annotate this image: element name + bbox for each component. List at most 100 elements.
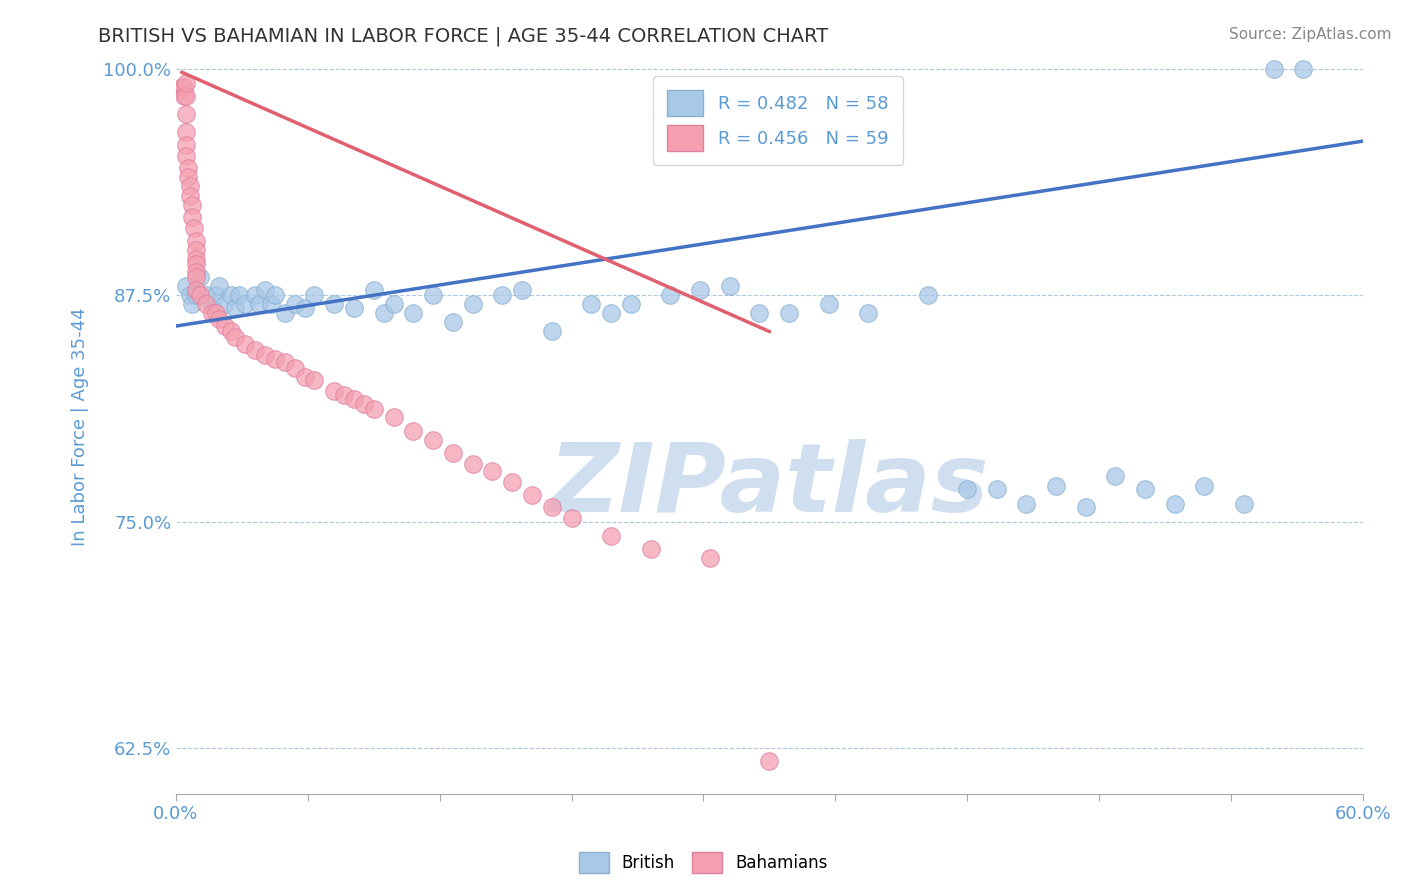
Point: [363, 402, 385, 417]
Point: [180, 197, 202, 211]
Point: [184, 252, 207, 266]
Point: [200, 297, 222, 311]
Point: [184, 265, 207, 279]
Point: [188, 288, 211, 302]
Point: [402, 306, 425, 320]
Point: [856, 306, 879, 320]
Point: [1074, 500, 1097, 515]
Point: [170, 79, 193, 94]
Point: [353, 397, 375, 411]
Point: [188, 270, 211, 285]
Point: [422, 288, 444, 302]
Text: ZIPatlas: ZIPatlas: [548, 439, 990, 532]
Point: [481, 464, 503, 478]
Point: [228, 288, 250, 302]
Point: [214, 297, 236, 311]
Point: [174, 125, 197, 139]
Point: [179, 288, 201, 302]
Point: [184, 270, 207, 285]
Point: [373, 306, 395, 320]
Point: [184, 243, 207, 257]
Point: [184, 234, 207, 248]
Text: Source: ZipAtlas.com: Source: ZipAtlas.com: [1229, 27, 1392, 42]
Point: [174, 279, 197, 293]
Point: [174, 137, 197, 152]
Point: [540, 325, 562, 339]
Point: [253, 283, 276, 297]
Point: [1015, 497, 1038, 511]
Point: [208, 311, 231, 326]
Point: [540, 500, 562, 515]
Point: [422, 434, 444, 448]
Point: [581, 297, 603, 311]
Point: [184, 257, 207, 271]
Point: [560, 511, 582, 525]
Point: [224, 301, 246, 315]
Point: [180, 297, 202, 311]
Point: [274, 355, 297, 369]
Point: [659, 288, 682, 302]
Point: [174, 76, 197, 90]
Point: [177, 161, 200, 176]
Point: [183, 221, 205, 235]
Point: [304, 288, 326, 302]
Point: [294, 301, 316, 315]
Point: [520, 487, 543, 501]
Y-axis label: In Labor Force | Age 35-44: In Labor Force | Age 35-44: [72, 308, 89, 546]
Point: [294, 369, 316, 384]
Point: [817, 297, 839, 311]
Point: [1233, 497, 1256, 511]
Point: [491, 288, 513, 302]
Point: [748, 306, 770, 320]
Point: [184, 288, 207, 302]
Point: [402, 424, 425, 438]
Point: [917, 288, 939, 302]
Point: [179, 188, 201, 202]
Legend: R = 0.482   N = 58, R = 0.456   N = 59: R = 0.482 N = 58, R = 0.456 N = 59: [652, 76, 903, 165]
Point: [1133, 482, 1156, 496]
Point: [382, 409, 405, 424]
Point: [184, 283, 207, 297]
Point: [174, 149, 197, 163]
Point: [233, 297, 256, 311]
Point: [221, 288, 243, 302]
Point: [323, 297, 346, 311]
Point: [284, 297, 307, 311]
Point: [304, 373, 326, 387]
Point: [204, 288, 226, 302]
Point: [323, 384, 346, 399]
Point: [441, 315, 464, 329]
Point: [170, 83, 193, 97]
Point: [174, 88, 197, 103]
Point: [208, 279, 231, 293]
Point: [284, 360, 307, 375]
Point: [177, 170, 200, 185]
Point: [699, 551, 721, 566]
Point: [956, 482, 979, 496]
Point: [1194, 478, 1216, 492]
Point: [600, 306, 623, 320]
Point: [461, 457, 484, 471]
Point: [173, 88, 195, 103]
Point: [179, 179, 201, 194]
Point: [180, 211, 202, 225]
Point: [1104, 469, 1126, 483]
Point: [243, 343, 266, 357]
Point: [689, 283, 711, 297]
Point: [214, 319, 236, 334]
Point: [758, 754, 780, 768]
Point: [640, 541, 662, 556]
Point: [343, 392, 366, 406]
Point: [501, 475, 523, 489]
Point: [1164, 497, 1187, 511]
Point: [600, 529, 623, 543]
Point: [224, 330, 246, 344]
Point: [221, 325, 243, 339]
Point: [333, 388, 356, 402]
Point: [253, 348, 276, 362]
Point: [264, 351, 287, 366]
Point: [718, 279, 741, 293]
Point: [264, 288, 287, 302]
Point: [204, 306, 226, 320]
Point: [243, 288, 266, 302]
